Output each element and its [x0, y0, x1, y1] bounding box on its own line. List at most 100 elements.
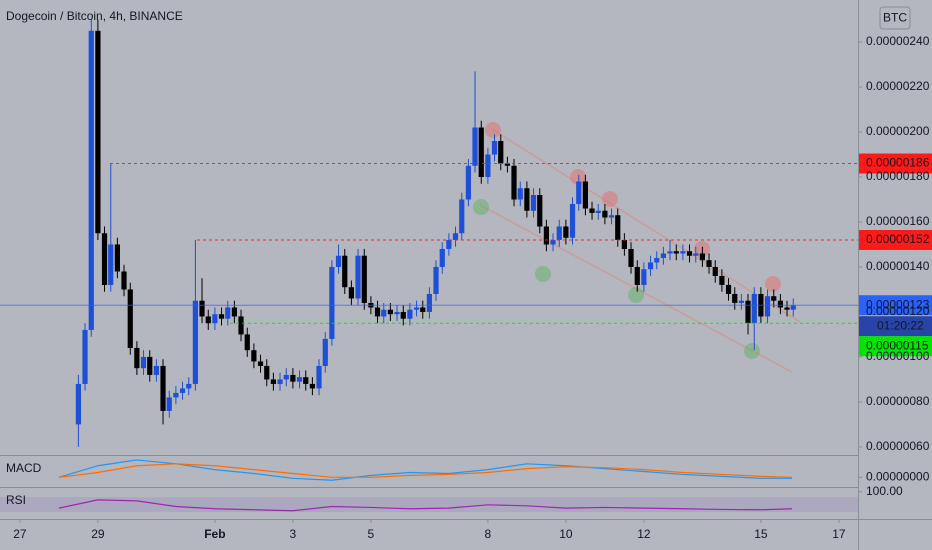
candle-body: [446, 239, 452, 249]
candle-body: [745, 300, 751, 324]
candle-body: [264, 365, 270, 380]
candle-body: [647, 262, 654, 270]
candle-body: [491, 141, 498, 155]
candle-body: [511, 165, 517, 200]
candle-body: [738, 300, 744, 303]
candle-body: [225, 307, 231, 319]
candle-body: [400, 311, 406, 319]
candle-body: [504, 163, 510, 166]
candle-body: [335, 255, 342, 267]
swing-low-marker: [473, 199, 489, 215]
y-tick-label: 0.00000240: [866, 34, 930, 48]
candle-body: [628, 248, 634, 267]
price-tag: [859, 229, 932, 250]
candle-body: [114, 244, 120, 272]
candle-body: [667, 251, 673, 254]
candle-body: [199, 300, 205, 317]
candle-body: [654, 257, 660, 263]
candle-body: [205, 316, 211, 324]
candle-body: [569, 203, 576, 238]
candle-body: [576, 181, 582, 204]
x-tick-label: 29: [91, 527, 105, 541]
candle-body: [530, 195, 537, 211]
candle-body: [290, 374, 296, 382]
candle-body: [426, 293, 432, 312]
candle-body: [660, 253, 666, 258]
candle-body: [420, 307, 426, 312]
candle-body: [212, 314, 218, 324]
currency-button[interactable]: [879, 6, 911, 30]
candle-body: [329, 266, 335, 339]
indicator-line: [58, 499, 793, 512]
y-tick-label: 0.00000160: [866, 214, 930, 228]
swing-high-marker: [570, 169, 586, 185]
candle-body: [381, 309, 387, 317]
candle-body: [615, 215, 621, 240]
candle-body: [316, 365, 322, 389]
candle-body: [166, 397, 172, 411]
y-tick-label: 0.00000060: [866, 439, 930, 453]
candle-body: [595, 210, 601, 213]
price-tag-label: 0.00000152: [866, 232, 930, 246]
candle-body: [439, 248, 445, 267]
candle-body: [764, 296, 771, 317]
candle-body: [452, 233, 459, 240]
candle-body: [589, 208, 595, 213]
y-tick-label: 100.00: [866, 484, 903, 498]
indicator-line: [58, 459, 793, 481]
candle-body: [140, 356, 147, 369]
candle-body: [784, 307, 790, 310]
candle-body: [348, 287, 354, 299]
candle-body: [712, 266, 718, 276]
candle-body: [173, 392, 179, 398]
candle-body: [725, 284, 732, 294]
candle-body: [602, 210, 608, 218]
pane-title: RSI: [6, 493, 26, 507]
x-tick-label: 5: [368, 527, 375, 541]
candle-body: [374, 307, 381, 317]
currency-label[interactable]: BTC: [883, 11, 907, 25]
candle-body: [413, 307, 420, 310]
candle-body: [127, 289, 133, 348]
plot: [58, 19, 796, 512]
candle-body: [641, 269, 647, 285]
candle-body: [524, 188, 530, 211]
candle-body: [309, 383, 315, 389]
price-tag: [859, 295, 932, 316]
x-tick-label: 10: [559, 527, 573, 541]
y-tick-label: 0.00000080: [866, 394, 930, 408]
x-tick-label: Feb: [204, 527, 225, 541]
candle-body: [699, 253, 705, 261]
candle-body: [673, 251, 679, 254]
candle-body: [153, 365, 159, 375]
candle-body: [303, 377, 309, 384]
y-tick-label: 0.00000120: [866, 304, 930, 318]
y-tick-label: 0.00000220: [866, 79, 930, 93]
candle-body: [582, 181, 588, 209]
x-tick-label: 8: [485, 527, 492, 541]
y-tick-label: 0.00000000: [866, 470, 930, 484]
y-tick-label: 0.00000100: [866, 349, 930, 363]
y-tick-label: 0.00000200: [866, 124, 930, 138]
candle-body: [608, 215, 615, 218]
swing-high-marker: [602, 191, 618, 207]
candle-body: [550, 239, 556, 245]
candle-body: [686, 251, 693, 256]
candle-body: [543, 226, 549, 245]
candle-body: [556, 226, 562, 240]
candle-body: [465, 165, 471, 200]
candle-body: [231, 307, 237, 317]
candle-body: [108, 244, 114, 285]
candle-body: [693, 253, 699, 256]
candle-body: [88, 30, 94, 330]
price-tag-label: 0.00000115: [866, 338, 929, 352]
price-tag: [859, 336, 932, 357]
swing-low-marker: [535, 266, 551, 282]
candle-body: [394, 311, 400, 315]
candle-body: [251, 350, 257, 362]
indicator-line: [58, 463, 793, 478]
candle-body: [634, 266, 640, 285]
price-tag: [859, 153, 932, 174]
